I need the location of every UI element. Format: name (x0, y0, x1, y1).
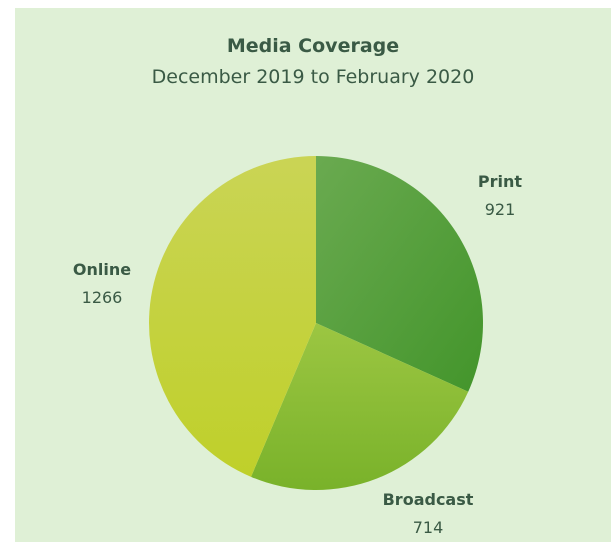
chart-title: Media Coverage (226, 35, 400, 57)
slice-label-online: Online (73, 260, 131, 279)
slice-label-broadcast: Broadcast (383, 490, 474, 509)
pie-labels: Print 921 Broadcast 714 Online 1266 (73, 172, 523, 537)
pie-slice-print (316, 156, 483, 392)
pie-slice-online (149, 156, 316, 477)
slice-value-broadcast: 714 (413, 518, 444, 537)
pie-slice-broadcast (251, 323, 469, 490)
slice-value-print: 921 (485, 200, 516, 219)
pie-slices (149, 156, 483, 490)
slice-value-online: 1266 (82, 288, 123, 307)
slice-label-print: Print (478, 172, 522, 191)
chart-subtitle: December 2019 to February 2020 (151, 66, 475, 88)
